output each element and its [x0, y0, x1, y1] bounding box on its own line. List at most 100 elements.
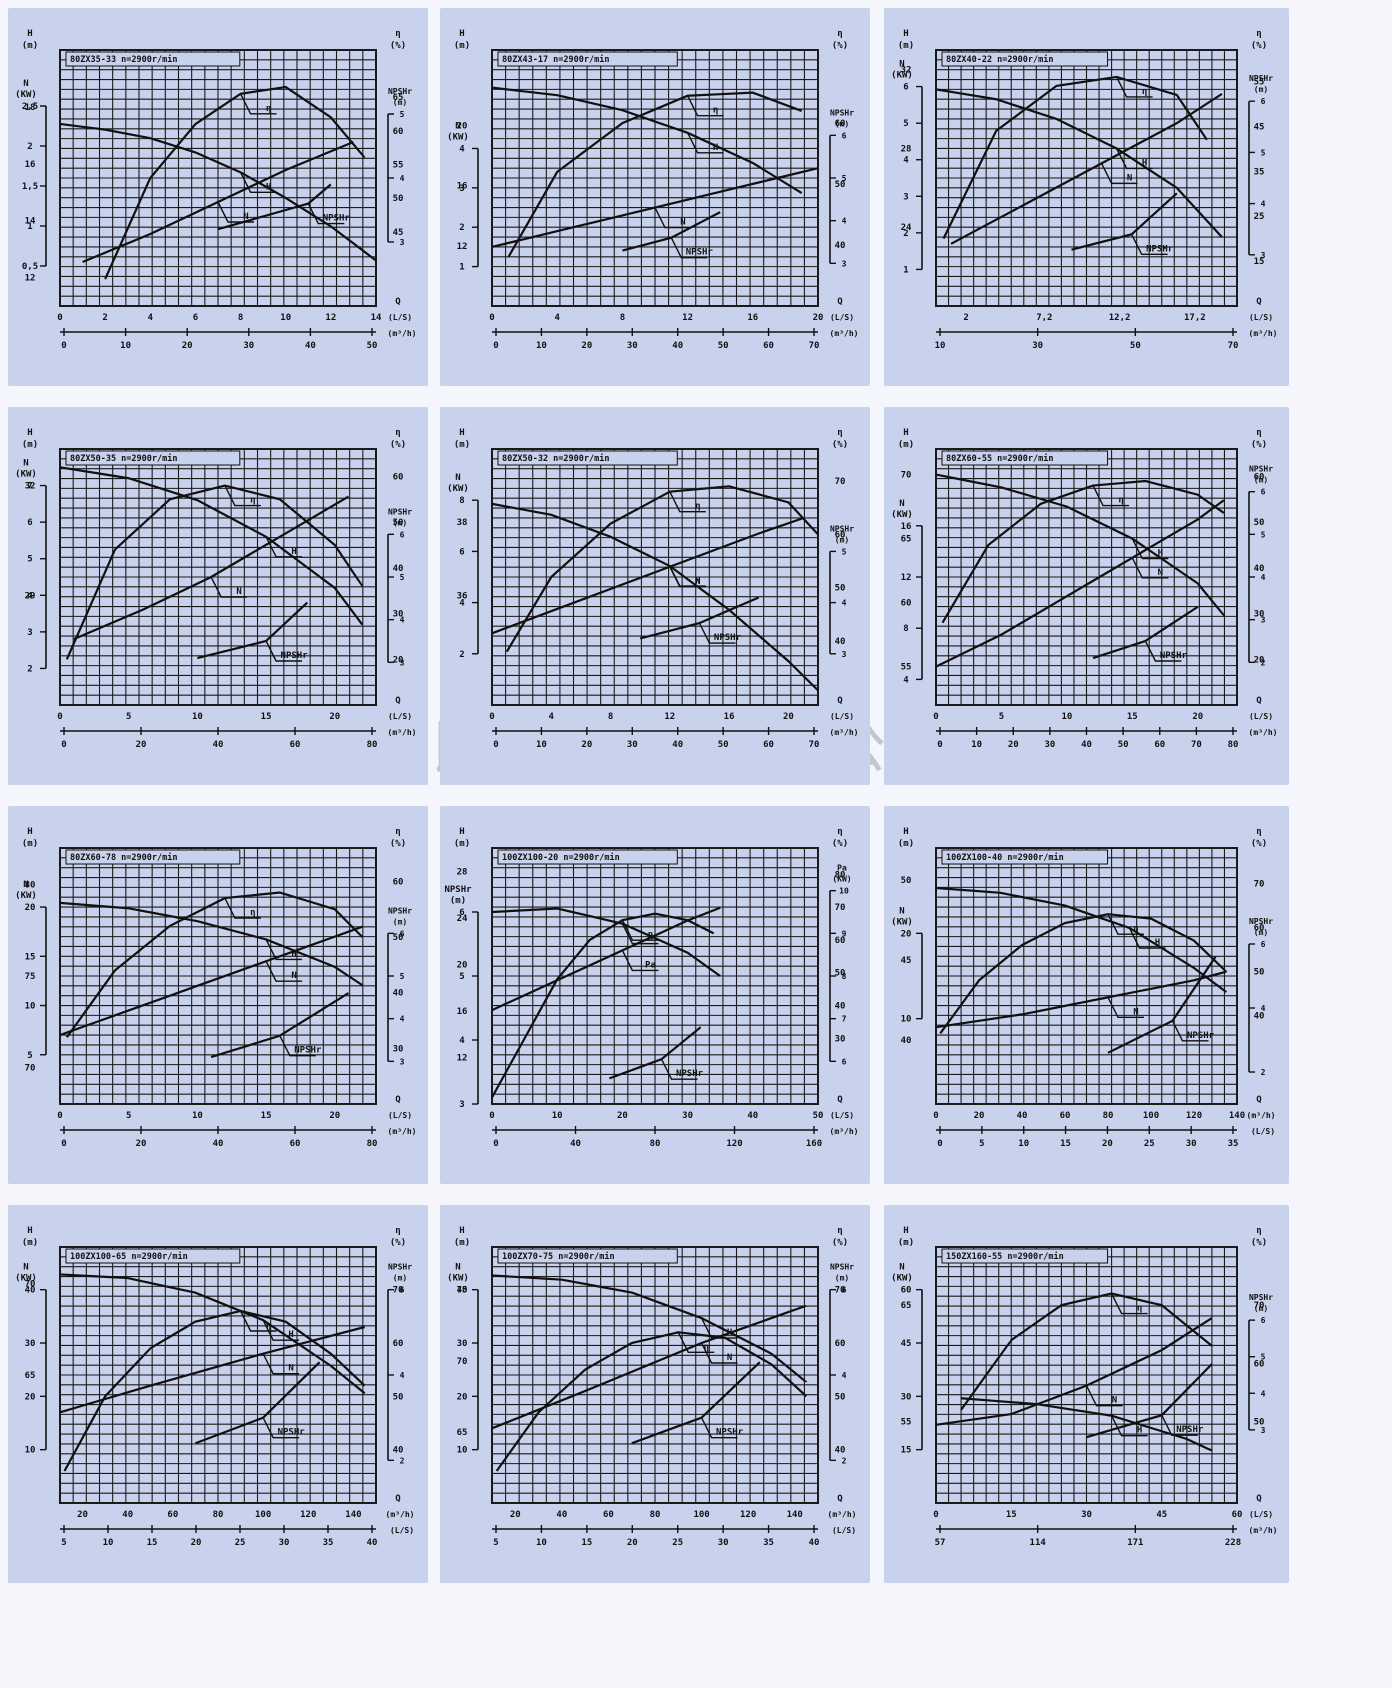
x-axis-label: Q: [395, 696, 401, 706]
npsh-tick-label: 4: [842, 1371, 847, 1380]
curve-label: η: [1142, 87, 1147, 97]
secondary-tick-label: 15: [147, 1538, 158, 1548]
secondary-tick-label: 30: [1186, 1139, 1197, 1149]
secondary-tick-label: 40: [213, 1139, 224, 1149]
chart-grid: [59, 847, 377, 1105]
n-axis-label: N: [899, 1263, 904, 1273]
curve-leader: [239, 1310, 277, 1332]
curve-label: η: [266, 1321, 271, 1331]
n-tick-label: 7: [27, 482, 32, 492]
secondary-tick-label: 15: [581, 1538, 592, 1548]
n-tick-label: 3: [459, 1100, 464, 1110]
h-tick-label: 20: [457, 960, 468, 970]
chart-title: 100ZX100-40 n=2900r/min: [946, 852, 1064, 863]
x-tick-label: 20: [617, 1111, 628, 1121]
curve-label: η: [266, 104, 271, 114]
curve-leader: [1144, 640, 1182, 662]
npsh-tick-label: 6: [400, 929, 405, 938]
secondary-tick-label: 25: [235, 1538, 246, 1548]
n-tick-label: 10: [457, 1446, 468, 1456]
secondary-axis-unit: (m³/h): [388, 728, 417, 737]
left-axis-label: H: [903, 1226, 908, 1236]
n-tick-label: 1: [903, 265, 908, 275]
secondary-tick-label: 80: [650, 1139, 661, 1149]
secondary-tick-label: 15: [1060, 1139, 1071, 1149]
h-tick-label: 24: [457, 914, 468, 924]
plot-frame: [935, 448, 1238, 706]
npsh-tick-label: 6: [1261, 940, 1266, 949]
npsh-tick-label: 4: [1261, 200, 1266, 209]
left-axis-unit: (m): [22, 41, 38, 51]
x-tick-label: 120: [300, 1510, 316, 1520]
x-axis-unit: (m³/h): [386, 1510, 415, 1519]
eta-tick-label: 25: [1254, 212, 1265, 222]
h-tick-label: 80: [25, 881, 36, 891]
x-axis-unit: (L/S): [1249, 1510, 1273, 1519]
n-tick-label: 4: [459, 1036, 465, 1046]
pump-curve-chart: 100ZX100-40 n=2900r/minHηNNPSHrH(m)40455…: [891, 827, 1275, 1149]
npsh-tick-label: 4: [842, 217, 847, 226]
left-axis-unit: (m): [898, 1238, 914, 1248]
secondary-tick-label: 10: [971, 740, 982, 750]
x-tick-label: 12: [664, 712, 675, 722]
curve-npshr: [197, 601, 309, 660]
x-tick-label: 12: [325, 313, 336, 323]
secondary-tick-label: 60: [290, 1139, 301, 1149]
plot-frame: [491, 448, 819, 706]
h-tick-label: 40: [901, 1036, 912, 1046]
n-axis-unit: (m): [450, 896, 466, 906]
x-axis-label: Q: [395, 1494, 401, 1504]
eta-axis-unit: (%): [1251, 839, 1267, 849]
title-box: [65, 1248, 241, 1264]
npsh-axis-unit: (m): [1254, 476, 1268, 485]
h-tick-label: 70: [457, 1357, 468, 1367]
eta-tick-label: 40: [835, 241, 846, 251]
eta-tick-label: 50: [393, 933, 404, 943]
n-tick-label: 5: [903, 119, 908, 129]
secondary-tick-label: 5: [493, 1538, 498, 1548]
secondary-tick-label: 50: [718, 341, 729, 351]
npsh-axis-label: NPSHr: [1249, 465, 1273, 474]
chart-title: 100ZX100-65 n=2900r/min: [70, 1251, 188, 1262]
x-tick-label: 40: [747, 1111, 758, 1121]
eta-tick-label: 65: [393, 93, 404, 103]
x-tick-label: 5: [999, 712, 1004, 722]
n-tick-label: 4: [903, 156, 909, 166]
n-tick-label: 2,5: [22, 102, 38, 112]
curve-leader: [1115, 148, 1153, 170]
n-tick-label: 5: [27, 1051, 32, 1061]
h-tick-label: 65: [901, 535, 912, 545]
eta-axis-label: η: [395, 428, 400, 438]
secondary-tick-label: 40: [1081, 740, 1092, 750]
eta-tick-label: 50: [835, 1392, 846, 1402]
curve-leader: [262, 1353, 300, 1375]
curve-label: H: [291, 547, 296, 557]
x-tick-label: 4: [549, 712, 555, 722]
left-axis-label: H: [27, 827, 32, 837]
chart-grid: [935, 49, 1238, 307]
secondary-tick-label: 0: [937, 1139, 942, 1149]
x-axis-label: Q: [1256, 1095, 1262, 1105]
curve-leader: [1107, 913, 1144, 935]
eta-tick-label: 50: [835, 584, 846, 594]
npsh-tick-label: 6: [400, 530, 405, 539]
h-tick-label: 29: [25, 591, 36, 601]
secondary-tick-label: 10: [536, 1538, 547, 1548]
curve-label: NPSHr: [1160, 651, 1188, 661]
secondary-tick-label: 20: [136, 740, 147, 750]
h-tick-label: 38: [457, 518, 468, 528]
npsh-axis-unit: (m): [393, 98, 407, 107]
left-axis-unit: (m): [454, 839, 470, 849]
x-tick-label: 20: [1192, 712, 1203, 722]
n-tick-label: 2: [459, 650, 464, 660]
n-tick-label: 10: [25, 1002, 36, 1012]
pump-curve-chart: 100ZX100-65 n=2900r/minHηNNPSHrH(m)6570N…: [15, 1226, 415, 1548]
eta-axis-unit: (%): [390, 1238, 406, 1248]
h-tick-label: 16: [457, 182, 468, 192]
x-axis-label: Q: [1256, 297, 1262, 307]
eta-tick-label: 70: [1254, 879, 1265, 889]
npsh-tick-label: 2: [1261, 1068, 1266, 1077]
curve-leader: [265, 640, 303, 662]
eta-axis-unit: (%): [832, 1238, 848, 1248]
x-tick-label: 0: [489, 1111, 494, 1121]
